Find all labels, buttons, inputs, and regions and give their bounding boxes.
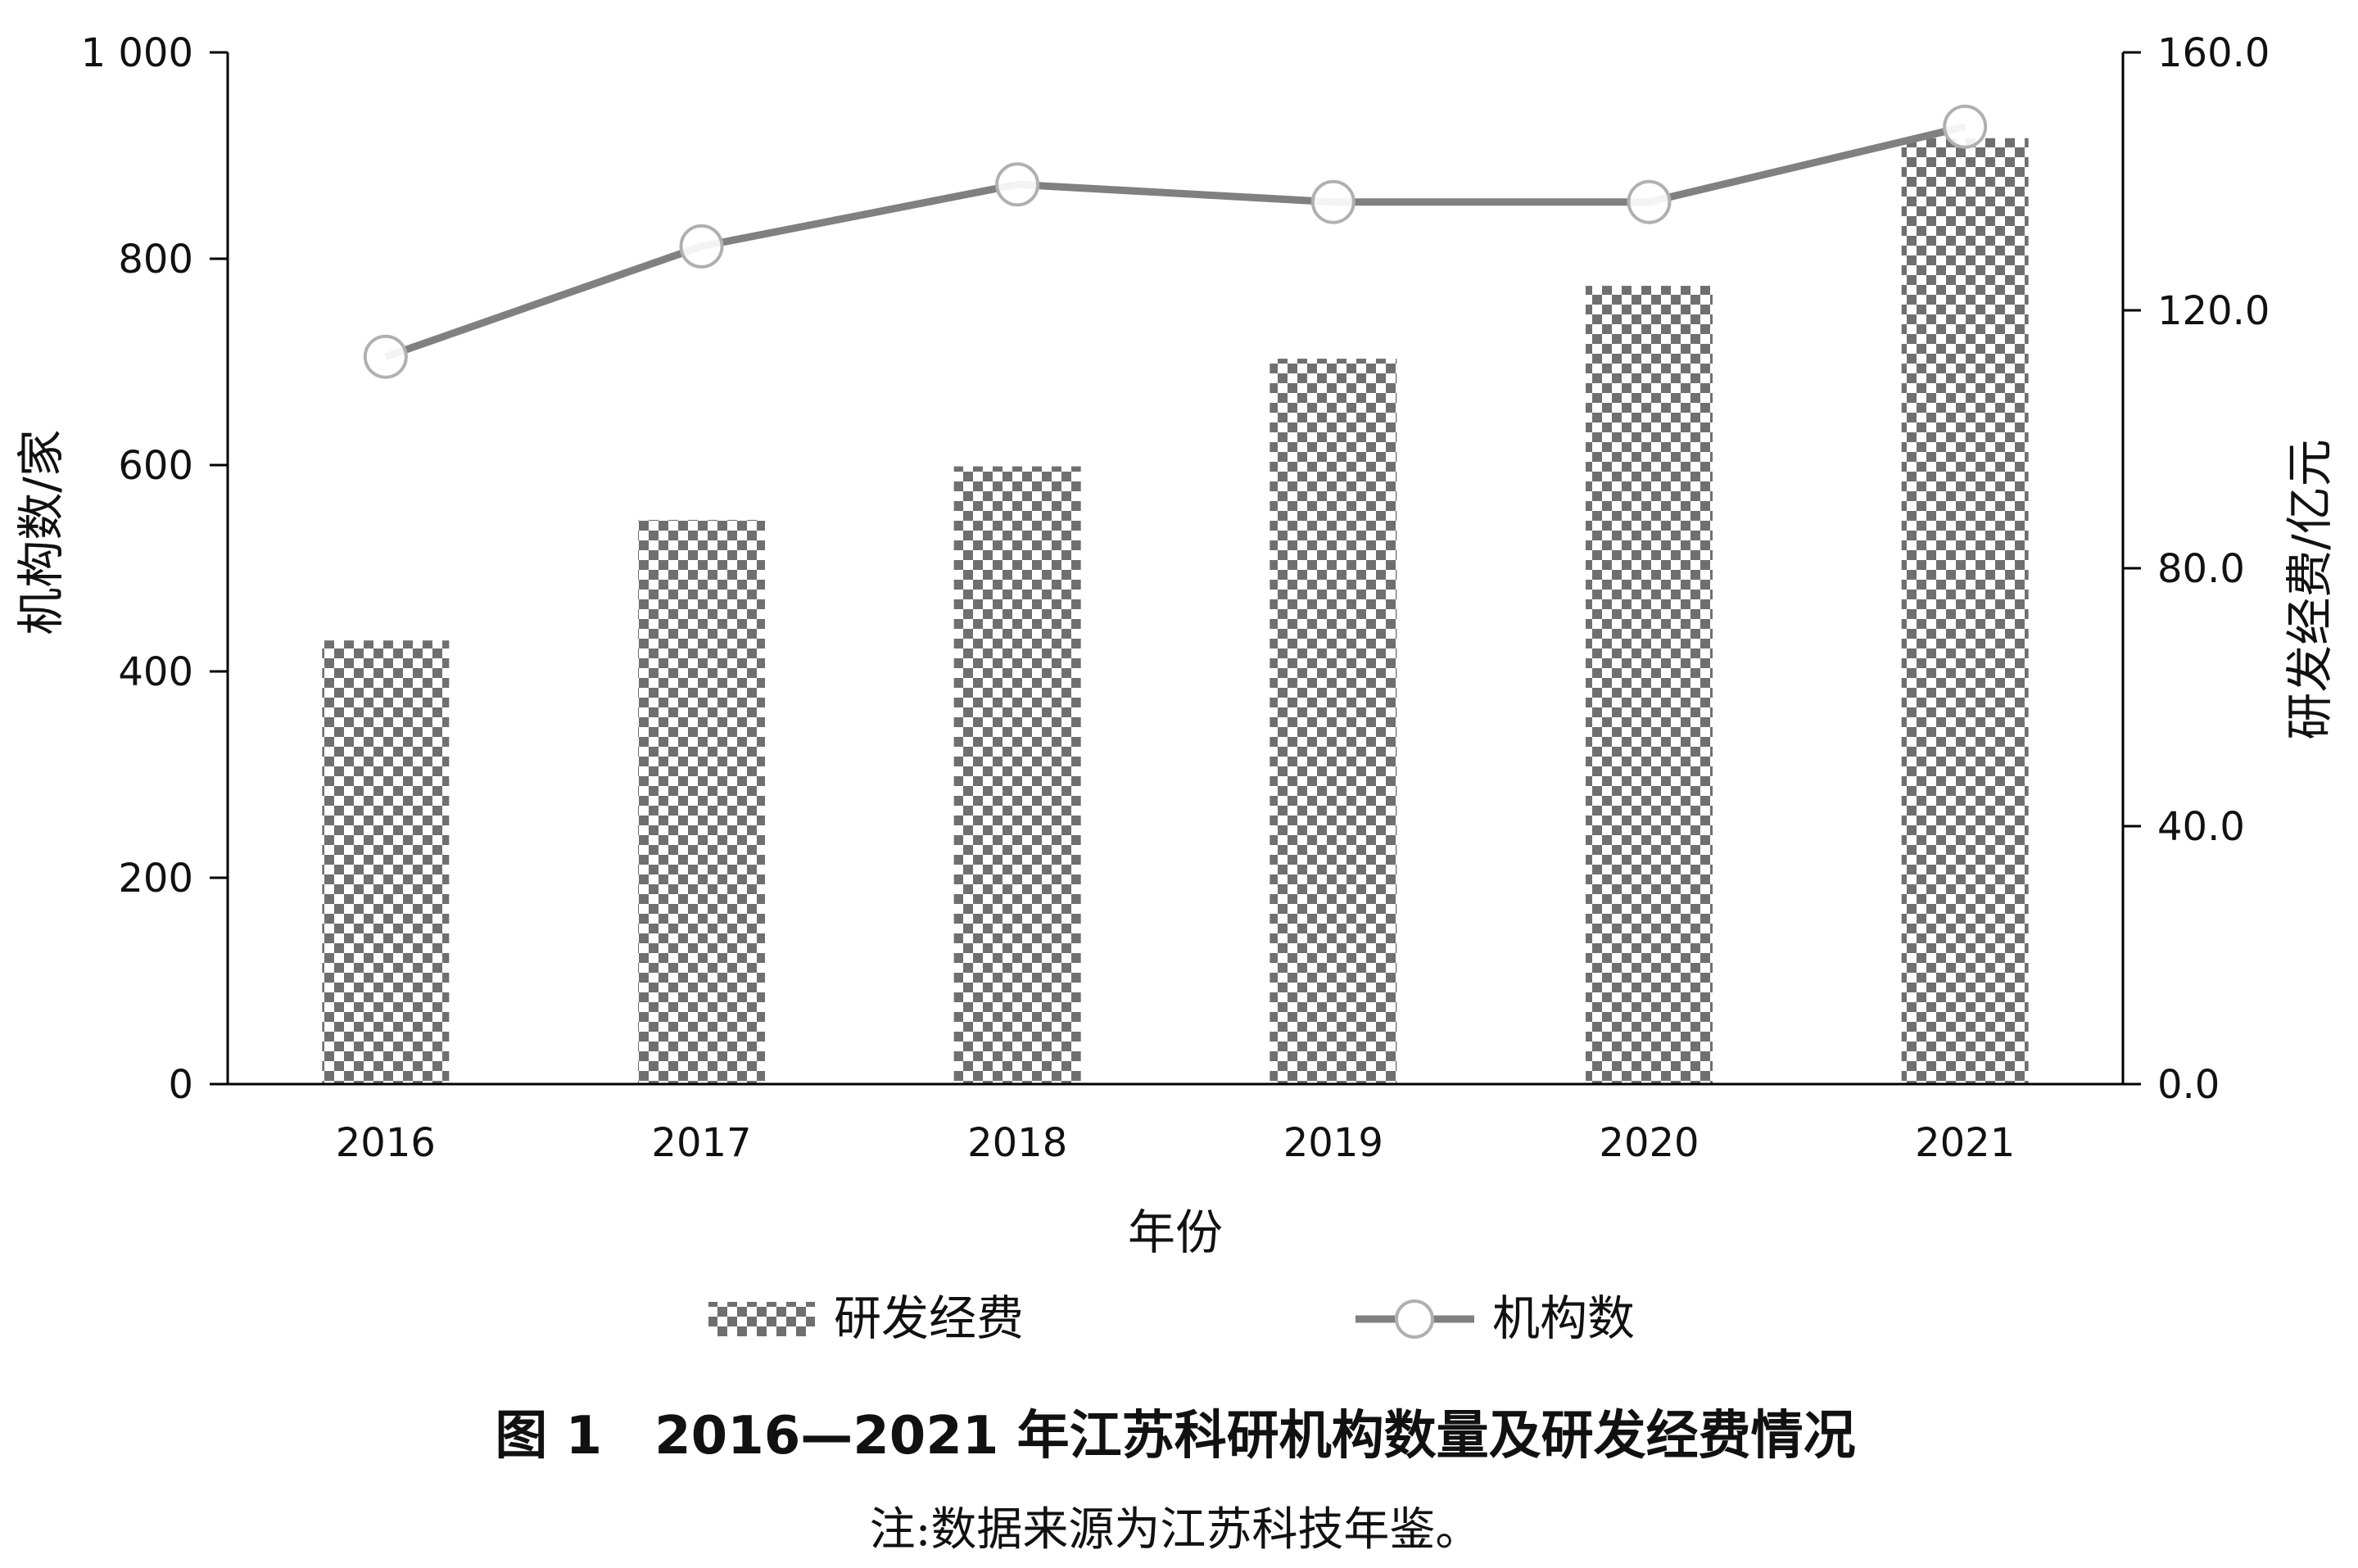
legend-swatch-marker (1395, 1299, 1434, 1339)
legend-label-bar: 研发经费 (834, 1290, 1024, 1346)
y-left-tick-label: 600 (118, 443, 193, 489)
x-tick-label-2017: 2017 (651, 1120, 751, 1166)
y-axis-right-title: 研发经费/亿元 (2282, 439, 2338, 740)
x-tick-label-2018: 2018 (967, 1120, 1067, 1166)
legend-swatch-bar (708, 1302, 815, 1336)
line-path (384, 123, 1967, 360)
y-right-tick-label: 120.0 (2157, 288, 2270, 334)
y-left-tick-label: 800 (118, 237, 193, 282)
y-right-tick-label: 160.0 (2157, 30, 2270, 76)
y-left-tick-label: 400 (118, 649, 193, 695)
y-axis-left-title: 机构数/家 (13, 429, 69, 635)
bar-2019 (1270, 359, 1397, 1084)
line-series (363, 104, 1988, 379)
figure-caption: 图 1 2016—2021 年江苏科研机构数量及研发经费情况 (495, 1406, 1855, 1466)
x-tick-label-2016: 2016 (336, 1120, 436, 1166)
line-point-2017 (679, 224, 724, 269)
x-tick-label-2020: 2020 (1599, 1120, 1699, 1166)
line-point-2020 (1627, 179, 1672, 224)
legend: 研发经费 机构数 (708, 1290, 1635, 1346)
figure-note: 注:数据来源为江苏科技年鉴。 (870, 1503, 1482, 1557)
line-point-2019 (1310, 179, 1356, 224)
x-tick-label-2019: 2019 (1283, 1120, 1383, 1166)
line-point-2021 (1943, 104, 1988, 149)
y-left-tick-label: 0 (168, 1062, 193, 1108)
line-point-2016 (363, 334, 408, 379)
bar-2021 (1901, 138, 2029, 1084)
y-right-tick-label: 0.0 (2157, 1062, 2220, 1108)
axes: 0 200 400 600 800 1 000 0.0 40.0 80.0 120.0 160.0 2… (81, 30, 2270, 1166)
bar-2020 (1586, 286, 1713, 1084)
y-right-tick-label: 80.0 (2157, 546, 2245, 592)
y-right-tick-label: 40.0 (2157, 804, 2245, 850)
x-axis-title: 年份 (1128, 1204, 1223, 1260)
x-tick-label-2021: 2021 (1915, 1120, 2015, 1166)
bar-2018 (953, 466, 1081, 1084)
y-left-tick-label: 1 000 (81, 30, 193, 76)
y-left-tick-label: 200 (118, 856, 193, 901)
legend-label-line: 机构数 (1492, 1290, 1635, 1346)
bar-series (322, 138, 2029, 1084)
line-point-2018 (995, 162, 1040, 207)
bar-2016 (322, 640, 450, 1084)
bar-2017 (638, 519, 765, 1084)
